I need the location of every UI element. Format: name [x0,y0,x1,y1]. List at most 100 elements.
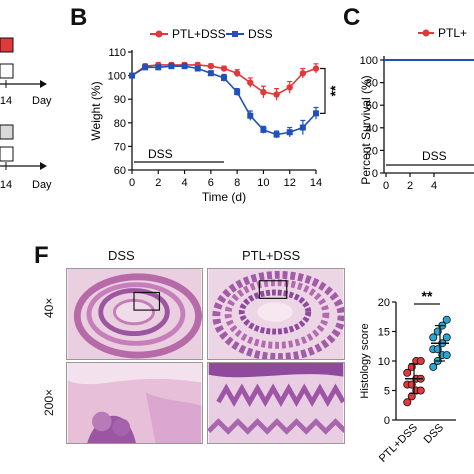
weight-legend-marker [232,31,238,37]
survival-y-tick-label: 60 [366,100,378,112]
histo-point [403,398,412,407]
weight-x-tick-label: 0 [129,177,135,189]
weight-y-tick-label: 90 [114,94,126,106]
row-label-200x: 200× [42,388,56,416]
weight-point [207,62,215,70]
panel-b-letter: B [70,4,88,31]
weight-line-chart: 60 70 80 90 100 110 0 2 4 6 8 10 12 14 Time (d) Weight … [89,27,343,204]
weight-point [181,63,188,70]
histo-y-axis-label: Histology score [359,323,371,398]
weight-point [168,63,175,70]
weight-point [194,65,201,72]
weight-x-tick-label: 2 [155,177,161,189]
survival-y-tick-label: 40 [366,123,378,135]
weight-point [234,89,241,96]
weight-point [142,64,149,71]
row-label-40x: 40× [42,297,56,318]
panel-f-letter: F [34,242,49,269]
weight-dss-period-label: DSS [148,147,173,161]
histo-y-tick-label: 5 [384,386,390,398]
survival-legend-marker [422,29,430,37]
histo-point [442,315,451,324]
weight-point [313,110,319,117]
weight-y-tick-label: 80 [114,118,126,130]
histology-score-chart: 0 5 10 15 20 Histology score PTL+DSS DSS ** [359,288,456,465]
histo-point [429,362,438,371]
weight-y-tick-label: 110 [108,47,126,59]
zoom-box-dss [133,291,161,311]
micrograph-dss-200x [66,362,203,444]
weight-point [286,129,293,136]
weight-x-tick-label: 12 [284,177,296,189]
histo-point [442,351,451,360]
weight-x-tick-label: 10 [257,177,269,189]
timeline-tick-label-2: 14 [0,179,12,191]
weight-x-tick-label: 6 [208,177,214,189]
weight-legend-label: DSS [248,27,273,41]
histo-category-label: PTL+DSS [377,422,420,465]
histo-y-tick-label: 10 [378,356,390,368]
weight-point [312,65,320,72]
weight-point [260,88,267,96]
weight-point [247,79,254,86]
survival-y-tick-label: 20 [366,145,378,157]
survival-x-tick-label: 0 [383,180,389,192]
weight-x-axis-label: Time (d) [202,190,246,204]
zoom-box-ptl [258,280,288,299]
weight-point [286,84,293,91]
histo-point [416,386,425,395]
weight-legend-label: PTL+DSS [172,27,226,41]
col-label-dss: DSS [108,248,135,263]
weight-point [260,126,267,133]
weight-y-tick-label: 60 [114,165,126,177]
timeline-arrow-1 [40,80,47,88]
weight-point [207,70,214,77]
micrograph-ptl-dss-40x [207,268,345,360]
left-fragment-panel: 14 Day 14 Day [0,37,52,191]
weight-x-tick-label: 8 [234,177,240,189]
timeline-day-label-2: Day [32,179,52,191]
weight-y-axis-label: Weight (%) [89,81,103,140]
weight-point [299,124,306,131]
white-block-1 [0,63,14,79]
white-block-2 [0,146,14,162]
survival-chart: Percent Survival (%) 100 80 60 40 20 0 0 2 4 PT… [359,26,474,192]
weight-point [155,64,162,71]
grey-block [0,124,14,140]
weight-point [273,91,280,98]
weight-significance-stars: ** [327,85,343,96]
histo-y-tick-label: 15 [378,327,390,339]
histo-point [403,368,412,377]
survival-y-tick-label: 100 [360,55,378,67]
weight-point [299,70,307,77]
survival-y-tick-label: 0 [372,168,378,180]
histo-significance-stars: ** [422,288,433,304]
survival-dss-label: DSS [422,149,447,163]
timeline-arrow-2 [40,162,47,170]
survival-y-tick-label: 80 [366,78,378,90]
timeline-day-label-1: Day [32,95,52,107]
histo-point [429,333,438,342]
weight-legend-marker [155,30,163,38]
histo-category-label: DSS [422,422,446,446]
weight-y-tick-label: 70 [114,141,126,153]
micrograph-ptl-dss-200x [207,362,345,444]
weight-significance-bracket [320,67,326,114]
weight-point [129,72,135,79]
red-treatment-block [0,37,14,53]
weight-point [221,74,227,81]
timeline-tick-label-1: 14 [0,95,12,107]
histo-point [407,392,416,401]
weight-point [220,65,228,72]
weight-point [247,112,254,119]
survival-y-axis-label: Percent Survival (%) [359,75,373,184]
histo-point [442,333,451,342]
histo-y-tick-label: 20 [378,297,390,309]
micrograph-dss-40x [66,268,203,360]
survival-legend-label: PTL+ [438,26,467,40]
col-label-ptl-dss: PTL+DSS [242,248,301,263]
weight-point [273,131,280,138]
survival-x-tick-label: 2 [407,180,413,192]
weight-y-tick-label: 100 [108,71,126,83]
histo-y-tick-label: 0 [384,415,390,427]
